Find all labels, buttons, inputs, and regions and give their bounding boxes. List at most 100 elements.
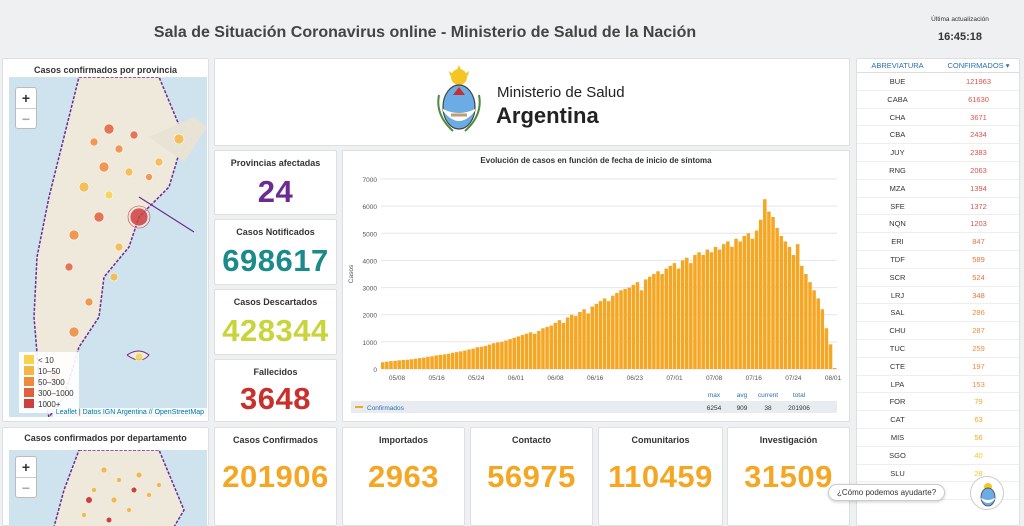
chart-bar <box>672 263 677 369</box>
row-confirmed: 2383 <box>970 148 987 158</box>
table-row[interactable]: BUE 121963 <box>857 73 1019 91</box>
table-row[interactable]: CABA 61630 <box>857 91 1019 109</box>
chart-bar <box>643 279 648 369</box>
row-confirmed: 63 <box>974 415 983 425</box>
chart-bar <box>549 325 553 369</box>
table-row[interactable]: SFE 1372 <box>857 198 1019 216</box>
chart-bar <box>693 255 697 369</box>
table-row[interactable]: SGO 40 <box>857 447 1019 465</box>
y-tick-label: 5000 <box>363 231 378 238</box>
col-abreviatura[interactable]: ABREVIATURA <box>871 61 924 70</box>
zoom-out-button[interactable]: − <box>16 477 36 497</box>
department-map-shapes <box>53 450 185 526</box>
x-tick-label: 06/01 <box>508 375 525 382</box>
chart-bar <box>758 219 763 369</box>
chart-bar <box>434 355 438 369</box>
y-tick-label: 7000 <box>363 177 378 184</box>
zoom-out-button[interactable]: − <box>16 108 36 128</box>
chart-bar <box>393 360 397 369</box>
chart-bar <box>738 241 742 369</box>
table-row[interactable]: CBA 2434 <box>857 126 1019 145</box>
table-row[interactable]: JUY 2383 <box>857 144 1019 162</box>
table-row[interactable]: FOR 79 <box>857 393 1019 412</box>
table-body: BUE 121963 CABA 61630 CHA 3671 CBA 2434 JUY 2383 R… <box>857 73 1019 501</box>
chart-bar <box>561 322 566 369</box>
attribution-link[interactable]: Datos IGN Argentina // OpenStreetMap <box>82 409 204 416</box>
province-table: ABREVIATURA CONFIRMADOS ▾ BUE 121963 CABA 6… <box>856 58 1020 526</box>
row-abbreviation: NQN <box>889 219 906 229</box>
table-row[interactable]: TUC 259 <box>857 340 1019 358</box>
chat-avatar[interactable] <box>970 476 1004 510</box>
chart-bar <box>615 293 619 369</box>
chart-bar <box>611 295 615 369</box>
chart-bar <box>656 271 660 369</box>
kpi-label: Provincias afectadas <box>230 158 321 168</box>
chart-bar <box>779 236 783 369</box>
row-confirmed: 847 <box>972 237 985 247</box>
legend-swatch <box>24 366 34 375</box>
chat-bubble[interactable]: ¿Cómo podemos ayudarte? <box>828 484 946 501</box>
chart-bar <box>450 352 455 369</box>
table-row[interactable]: RNG 2063 <box>857 162 1019 180</box>
province-map[interactable]: + − < 10 10–50 50–300 300–1000 1000+ Lea… <box>9 77 207 417</box>
logo-line2: Argentina <box>496 103 599 128</box>
stat-value: 201906 <box>788 405 810 412</box>
leaflet-link[interactable]: Leaflet <box>55 409 77 416</box>
chart-bar <box>730 246 734 369</box>
department-map-zoom: + − <box>15 456 37 498</box>
table-row[interactable]: LPA 153 <box>857 376 1019 394</box>
stat-value: 6254 <box>707 405 722 412</box>
kpi-value: 201906 <box>222 459 329 494</box>
chart-bar <box>405 359 410 369</box>
chart-bar <box>795 244 800 369</box>
kpi-provincias: Provincias afectadas 24 <box>214 150 337 215</box>
table-row[interactable]: SAL 286 <box>857 304 1019 323</box>
table-row[interactable]: CAT 63 <box>857 411 1019 429</box>
kpi-importados: Importados 2963 <box>342 427 465 526</box>
table-row[interactable]: CHU 287 <box>857 322 1019 340</box>
table-row[interactable]: CTE 197 <box>857 358 1019 376</box>
table-row[interactable]: SLU 28 <box>857 465 1019 483</box>
kpi-contacto: Contacto 56975 <box>470 427 593 526</box>
department-map[interactable]: + − <box>9 450 207 526</box>
table-row[interactable]: SCR 524 <box>857 269 1019 287</box>
kpi-label: Casos Notificados <box>236 227 315 237</box>
legend-bar <box>351 401 837 413</box>
row-confirmed: 348 <box>972 290 985 300</box>
zoom-in-button[interactable]: + <box>21 459 31 475</box>
table-row[interactable]: MIS 56 <box>857 429 1019 447</box>
col-confirmados[interactable]: CONFIRMADOS ▾ <box>947 61 1010 70</box>
chart-bar <box>742 236 747 369</box>
dashboard-header: Sala de Situación Coronavirus online - M… <box>0 10 850 56</box>
ministry-logo-panel: Ministerio de Salud Argentina <box>214 58 850 146</box>
legend-item: 1000+ <box>24 399 74 410</box>
legend-item: < 10 <box>24 355 74 366</box>
argentina-coat-of-arms-icon <box>437 65 481 132</box>
zoom-in-button[interactable]: + <box>21 90 31 106</box>
chart-bar <box>697 252 701 369</box>
row-confirmed: 153 <box>972 379 985 389</box>
table-header: ABREVIATURA CONFIRMADOS ▾ <box>857 59 1019 73</box>
table-row[interactable]: NQN 1203 <box>857 215 1019 234</box>
row-confirmed: 121963 <box>965 77 992 86</box>
evolution-chart[interactable]: 0 1000 2000 3000 4000 5000 6000 7000 Casos 05/08 0… <box>343 165 849 415</box>
kpi-label: Fallecidos <box>253 367 298 377</box>
x-tick-label: 05/16 <box>428 375 445 382</box>
kpi-confirmados: Casos Confirmados 201906 <box>214 427 337 526</box>
legend-label: Confirmados <box>367 405 405 412</box>
row-abbreviation: SCR <box>889 272 906 282</box>
table-row[interactable]: ERI 847 <box>857 233 1019 251</box>
table-row[interactable]: LRJ 348 <box>857 287 1019 305</box>
chart-bar <box>459 351 463 369</box>
update-time: 16:45:18 <box>937 31 983 43</box>
table-row[interactable]: CHA 3671 <box>857 109 1019 127</box>
x-tick-label: 07/01 <box>666 375 683 382</box>
table-row[interactable]: TDF 589 <box>857 251 1019 269</box>
chart-bar <box>475 347 479 369</box>
table-row[interactable]: MZA 1394 <box>857 180 1019 198</box>
chart-bar <box>619 290 623 369</box>
legend-swatch <box>24 399 34 408</box>
legend-item: 50–300 <box>24 377 74 388</box>
province-map-zoom: + − <box>15 87 37 129</box>
chart-bar <box>775 227 779 369</box>
